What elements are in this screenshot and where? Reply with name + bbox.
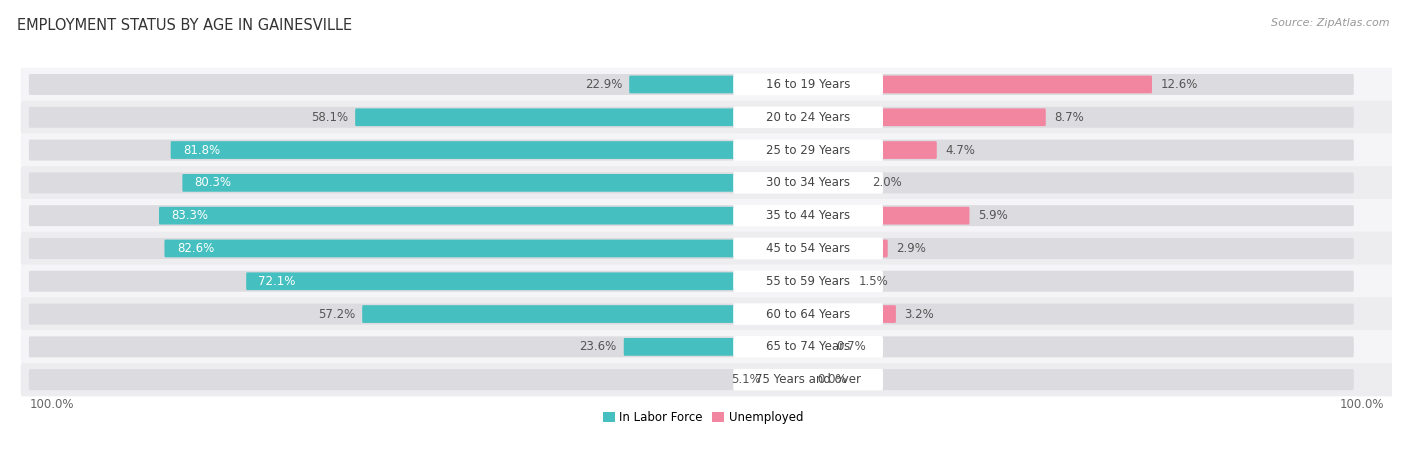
FancyBboxPatch shape xyxy=(807,207,970,225)
FancyBboxPatch shape xyxy=(807,239,887,258)
Text: 30 to 34 Years: 30 to 34 Years xyxy=(766,176,851,189)
FancyBboxPatch shape xyxy=(807,205,1354,226)
FancyBboxPatch shape xyxy=(356,108,808,126)
Text: Source: ZipAtlas.com: Source: ZipAtlas.com xyxy=(1271,18,1389,28)
Text: 60 to 64 Years: 60 to 64 Years xyxy=(766,308,851,321)
FancyBboxPatch shape xyxy=(30,271,808,292)
Text: 12.6%: 12.6% xyxy=(1161,78,1198,91)
Text: 58.1%: 58.1% xyxy=(311,111,349,124)
FancyBboxPatch shape xyxy=(170,141,808,159)
FancyBboxPatch shape xyxy=(21,265,1393,298)
Text: 0.0%: 0.0% xyxy=(817,373,846,386)
FancyBboxPatch shape xyxy=(30,107,808,128)
Text: 22.9%: 22.9% xyxy=(585,78,621,91)
FancyBboxPatch shape xyxy=(21,68,1393,101)
Text: 3.2%: 3.2% xyxy=(904,308,935,321)
Text: 25 to 29 Years: 25 to 29 Years xyxy=(766,143,851,156)
Text: 5.1%: 5.1% xyxy=(731,373,761,386)
FancyBboxPatch shape xyxy=(246,272,808,290)
FancyBboxPatch shape xyxy=(21,166,1393,200)
FancyBboxPatch shape xyxy=(768,371,808,388)
FancyBboxPatch shape xyxy=(733,205,883,226)
Text: 23.6%: 23.6% xyxy=(579,341,617,354)
FancyBboxPatch shape xyxy=(807,369,1354,390)
Text: 55 to 59 Years: 55 to 59 Years xyxy=(766,275,851,288)
Text: 8.7%: 8.7% xyxy=(1054,111,1084,124)
Text: 45 to 54 Years: 45 to 54 Years xyxy=(766,242,851,255)
Text: 72.1%: 72.1% xyxy=(259,275,295,288)
FancyBboxPatch shape xyxy=(807,141,936,159)
FancyBboxPatch shape xyxy=(733,172,883,193)
Text: 100.0%: 100.0% xyxy=(1340,398,1384,411)
Text: 80.3%: 80.3% xyxy=(194,176,232,189)
Text: EMPLOYMENT STATUS BY AGE IN GAINESVILLE: EMPLOYMENT STATUS BY AGE IN GAINESVILLE xyxy=(17,18,352,33)
FancyBboxPatch shape xyxy=(21,363,1393,396)
FancyBboxPatch shape xyxy=(807,172,1354,193)
Text: 20 to 24 Years: 20 to 24 Years xyxy=(766,111,851,124)
FancyBboxPatch shape xyxy=(807,271,1354,292)
FancyBboxPatch shape xyxy=(733,238,883,259)
FancyBboxPatch shape xyxy=(30,304,808,325)
FancyBboxPatch shape xyxy=(733,74,883,95)
FancyBboxPatch shape xyxy=(807,305,896,323)
Text: 100.0%: 100.0% xyxy=(30,398,75,411)
FancyBboxPatch shape xyxy=(183,174,808,192)
Text: 35 to 44 Years: 35 to 44 Years xyxy=(766,209,851,222)
FancyBboxPatch shape xyxy=(807,108,1046,126)
FancyBboxPatch shape xyxy=(807,174,863,192)
FancyBboxPatch shape xyxy=(21,232,1393,265)
FancyBboxPatch shape xyxy=(21,199,1393,232)
FancyBboxPatch shape xyxy=(733,336,883,358)
FancyBboxPatch shape xyxy=(21,133,1393,167)
FancyBboxPatch shape xyxy=(733,271,883,292)
FancyBboxPatch shape xyxy=(30,205,808,226)
FancyBboxPatch shape xyxy=(807,74,1354,95)
Text: 82.6%: 82.6% xyxy=(177,242,214,255)
Text: 2.9%: 2.9% xyxy=(897,242,927,255)
FancyBboxPatch shape xyxy=(30,172,808,193)
FancyBboxPatch shape xyxy=(21,330,1393,364)
FancyBboxPatch shape xyxy=(807,304,1354,325)
FancyBboxPatch shape xyxy=(159,207,808,225)
FancyBboxPatch shape xyxy=(30,139,808,161)
Text: 65 to 74 Years: 65 to 74 Years xyxy=(766,341,851,354)
Legend: In Labor Force, Unemployed: In Labor Force, Unemployed xyxy=(598,406,808,429)
FancyBboxPatch shape xyxy=(30,238,808,259)
FancyBboxPatch shape xyxy=(807,338,828,356)
FancyBboxPatch shape xyxy=(733,139,883,161)
FancyBboxPatch shape xyxy=(30,336,808,357)
FancyBboxPatch shape xyxy=(21,297,1393,331)
Text: 5.9%: 5.9% xyxy=(979,209,1008,222)
FancyBboxPatch shape xyxy=(363,305,808,323)
FancyBboxPatch shape xyxy=(807,272,849,290)
Text: 1.5%: 1.5% xyxy=(858,275,889,288)
Text: 2.0%: 2.0% xyxy=(872,176,901,189)
FancyBboxPatch shape xyxy=(807,336,1354,357)
FancyBboxPatch shape xyxy=(807,76,1152,93)
FancyBboxPatch shape xyxy=(733,303,883,325)
FancyBboxPatch shape xyxy=(30,369,808,390)
FancyBboxPatch shape xyxy=(165,239,808,258)
Text: 81.8%: 81.8% xyxy=(183,143,221,156)
FancyBboxPatch shape xyxy=(807,107,1354,128)
FancyBboxPatch shape xyxy=(630,76,808,93)
FancyBboxPatch shape xyxy=(733,106,883,128)
FancyBboxPatch shape xyxy=(21,101,1393,134)
Text: 16 to 19 Years: 16 to 19 Years xyxy=(766,78,851,91)
FancyBboxPatch shape xyxy=(807,139,1354,161)
FancyBboxPatch shape xyxy=(807,238,1354,259)
Text: 83.3%: 83.3% xyxy=(172,209,208,222)
Text: 57.2%: 57.2% xyxy=(318,308,356,321)
FancyBboxPatch shape xyxy=(733,369,883,391)
FancyBboxPatch shape xyxy=(624,338,808,356)
Text: 4.7%: 4.7% xyxy=(945,143,976,156)
FancyBboxPatch shape xyxy=(30,74,808,95)
Text: 75 Years and over: 75 Years and over xyxy=(755,373,860,386)
Text: 0.7%: 0.7% xyxy=(837,341,866,354)
